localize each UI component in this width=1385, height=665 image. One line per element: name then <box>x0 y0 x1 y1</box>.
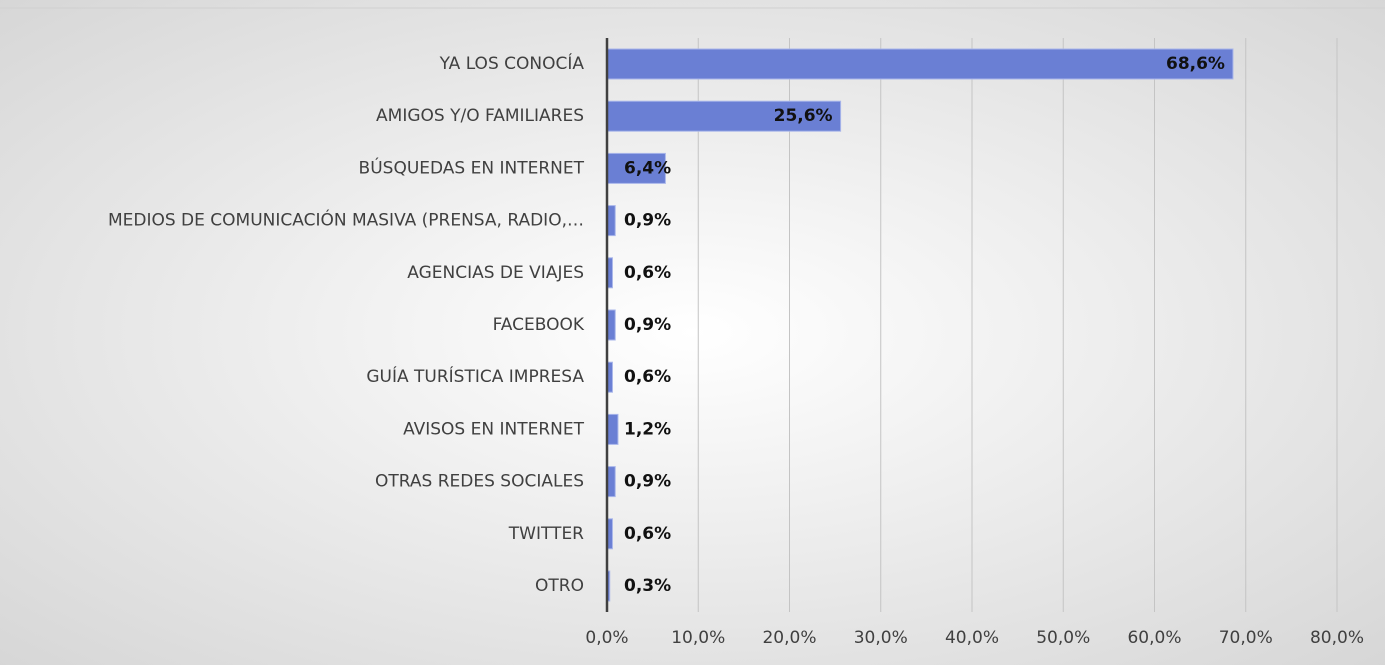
category-label: AMIGOS Y/O FAMILIARES <box>376 106 584 126</box>
category-label: TWITTER <box>508 524 584 544</box>
category-label: OTRAS REDES SOCIALES <box>375 472 584 492</box>
x-tick-label: 80,0% <box>1310 628 1364 648</box>
category-label: BÚSQUEDAS EN INTERNET <box>359 156 585 178</box>
bar <box>606 48 1234 80</box>
value-label: 0,3% <box>624 576 671 596</box>
category-label: GUÍA TURÍSTICA IMPRESA <box>366 365 584 387</box>
category-label: AVISOS EN INTERNET <box>403 419 585 439</box>
x-tick-label: 70,0% <box>1219 628 1273 648</box>
category-label: FACEBOOK <box>493 315 585 335</box>
category-label: AGENCIAS DE VIAJES <box>407 263 584 283</box>
x-tick-label: 40,0% <box>945 628 999 648</box>
value-label: 25,6% <box>774 106 833 126</box>
value-label: 0,9% <box>624 315 671 335</box>
value-label: 0,6% <box>624 524 671 544</box>
x-tick-label: 10,0% <box>671 628 725 648</box>
category-label: OTRO <box>535 576 584 596</box>
x-tick-label: 20,0% <box>762 628 816 648</box>
value-label: 1,2% <box>624 419 671 439</box>
bar <box>606 100 842 132</box>
value-label: 68,6% <box>1166 54 1225 74</box>
value-label: 0,6% <box>624 367 671 387</box>
x-tick-label: 50,0% <box>1036 628 1090 648</box>
category-label: YA LOS CONOCÍA <box>439 52 585 74</box>
bar <box>606 413 619 445</box>
x-tick-label: 30,0% <box>854 628 908 648</box>
x-tick-label: 0,0% <box>585 628 628 648</box>
value-label: 6,4% <box>624 158 671 178</box>
category-label: MEDIOS DE COMUNICACIÓN MASIVA (PRENSA, R… <box>108 209 584 231</box>
value-label: 0,9% <box>624 472 671 492</box>
value-label: 0,6% <box>624 263 671 283</box>
x-tick-label: 60,0% <box>1127 628 1181 648</box>
value-label: 0,9% <box>624 211 671 231</box>
